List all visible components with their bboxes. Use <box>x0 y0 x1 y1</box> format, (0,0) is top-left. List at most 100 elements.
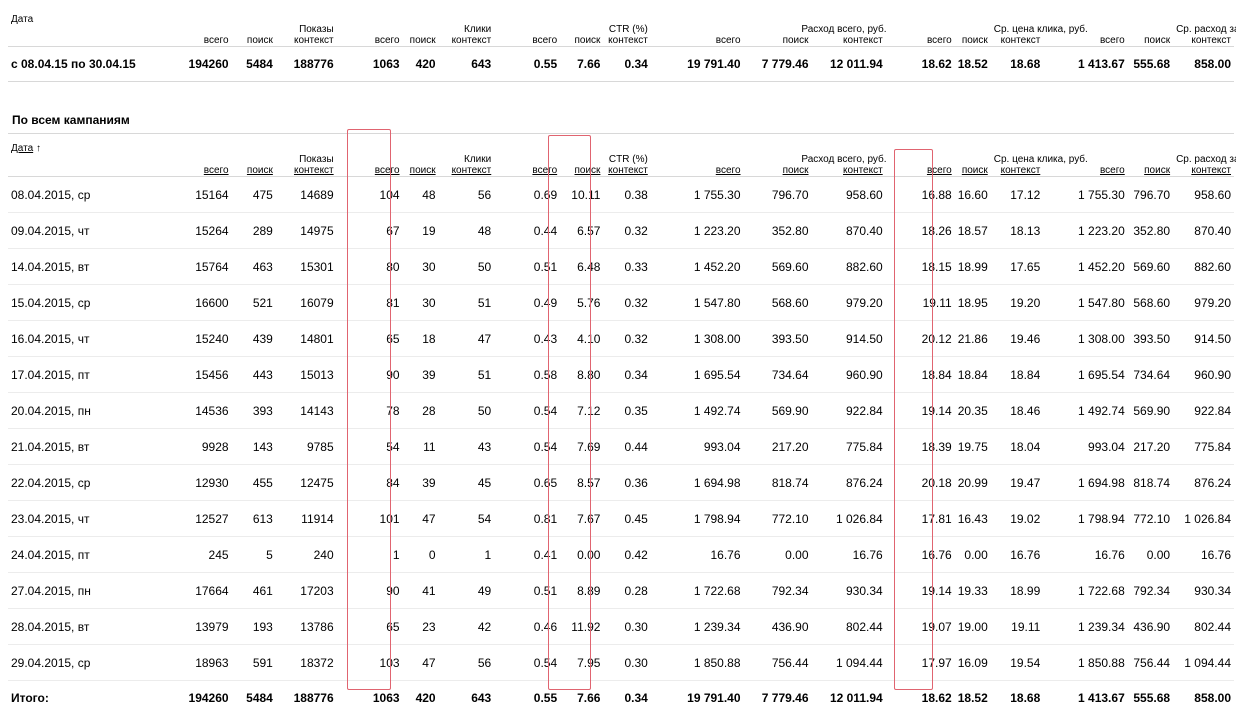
row-cell: 792.34 <box>1128 573 1173 609</box>
row-cell: 19.11 <box>886 285 955 321</box>
summary-header-ctr-group: CTR (%) <box>606 24 647 35</box>
row-cell: 103 <box>337 645 403 681</box>
row-cell: 16.76 <box>812 537 886 573</box>
summary-cell: 1 413.67 <box>1043 47 1127 82</box>
summary-cell: 194260 <box>168 47 232 82</box>
header-clicks-group: Клики <box>442 154 492 165</box>
row-cell: 8.57 <box>560 465 603 501</box>
row-date-cell: 17.04.2015, пт <box>8 357 168 393</box>
row-cell: 0.54 <box>494 429 560 465</box>
row-cell: 0.00 <box>560 537 603 573</box>
row-cell: 23 <box>403 609 439 645</box>
row-cell: 7.69 <box>560 429 603 465</box>
header-impr-total[interactable]: всего <box>168 134 232 177</box>
row-cell: 0.34 <box>603 357 650 393</box>
summary-cell: 7 779.46 <box>744 47 812 82</box>
row-cell: 11914 <box>276 501 337 537</box>
row-cell: 16.76 <box>886 537 955 573</box>
row-cell: 51 <box>439 285 495 321</box>
row-cell: 1 722.68 <box>651 573 744 609</box>
row-cell: 16.76 <box>1173 537 1234 573</box>
row-cell: 930.34 <box>1173 573 1234 609</box>
header-cpc-context[interactable]: Ср. цена клика, руб.контекст <box>991 134 1044 177</box>
header-clicks-search[interactable]: поиск <box>403 134 439 177</box>
header-ctr-context[interactable]: CTR (%)контекст <box>603 134 650 177</box>
row-cell: 17.12 <box>991 177 1044 213</box>
row-cell: 960.90 <box>812 357 886 393</box>
row-cell: 16.43 <box>955 501 991 537</box>
total-cell: 1063 <box>337 681 403 715</box>
header-cpc-total[interactable]: всего <box>886 134 955 177</box>
header-clicks-total[interactable]: всего <box>337 134 403 177</box>
row-cell: 50 <box>439 249 495 285</box>
total-cell: 0.55 <box>494 681 560 715</box>
row-cell: 922.84 <box>812 393 886 429</box>
row-cell: 54 <box>439 501 495 537</box>
row-cell: 15013 <box>276 357 337 393</box>
row-cell: 922.84 <box>1173 393 1234 429</box>
total-cell: 18.68 <box>991 681 1044 715</box>
row-cell: 914.50 <box>812 321 886 357</box>
row-cell: 960.90 <box>1173 357 1234 393</box>
row-cell: 15301 <box>276 249 337 285</box>
total-cell: 7.66 <box>560 681 603 715</box>
row-cell: 289 <box>232 213 276 249</box>
summary-cell: 0.55 <box>494 47 560 82</box>
row-cell: 0.44 <box>603 429 650 465</box>
total-cell: 643 <box>439 681 495 715</box>
header-spend-search[interactable]: Расход всего, руб.поиск <box>744 134 812 177</box>
row-cell: 19.02 <box>991 501 1044 537</box>
row-cell: 475 <box>232 177 276 213</box>
row-cell: 882.60 <box>812 249 886 285</box>
row-cell: 17.65 <box>991 249 1044 285</box>
row-cell: 0.43 <box>494 321 560 357</box>
row-cell: 613 <box>232 501 276 537</box>
total-cell: 555.68 <box>1128 681 1173 715</box>
row-cell: 993.04 <box>1043 429 1127 465</box>
row-cell: 0.46 <box>494 609 560 645</box>
row-cell: 19.00 <box>955 609 991 645</box>
row-cell: 0.00 <box>955 537 991 573</box>
row-cell: 1 547.80 <box>1043 285 1127 321</box>
row-cell: 30 <box>403 285 439 321</box>
row-cell: 17.81 <box>886 501 955 537</box>
row-cell: 56 <box>439 645 495 681</box>
row-cell: 11 <box>403 429 439 465</box>
row-cell: 792.34 <box>744 573 812 609</box>
row-cell: 1 026.84 <box>812 501 886 537</box>
row-cell: 1 755.30 <box>1043 177 1127 213</box>
header-ctr-total[interactable]: всего <box>494 134 560 177</box>
header-cpc-search[interactable]: поиск <box>955 134 991 177</box>
total-cell: 18.52 <box>955 681 991 715</box>
row-date-cell: 08.04.2015, ср <box>8 177 168 213</box>
row-cell: 1 094.44 <box>812 645 886 681</box>
header-ctr-search[interactable]: поиск <box>560 134 603 177</box>
row-cell: 0.81 <box>494 501 560 537</box>
row-cell: 15264 <box>168 213 232 249</box>
row-cell: 569.60 <box>1128 249 1173 285</box>
row-cell: 818.74 <box>744 465 812 501</box>
header-daily-search[interactable]: поиск <box>1128 134 1173 177</box>
row-cell: 21.86 <box>955 321 991 357</box>
row-cell: 958.60 <box>1173 177 1234 213</box>
header-daily-context[interactable]: Ср. расход за день, руб.контекст <box>1173 134 1234 177</box>
summary-header-date: Дата <box>8 14 168 47</box>
row-cell: 18.39 <box>886 429 955 465</box>
row-cell: 1 694.98 <box>1043 465 1127 501</box>
row-cell: 568.60 <box>744 285 812 321</box>
row-cell: 19.11 <box>991 609 1044 645</box>
row-cell: 80 <box>337 249 403 285</box>
header-date[interactable]: Дата ↑ <box>8 134 168 177</box>
row-cell: 0.00 <box>744 537 812 573</box>
header-impr-search[interactable]: поиск <box>232 134 276 177</box>
row-date-cell: 28.04.2015, вт <box>8 609 168 645</box>
header-spend-total[interactable]: всего <box>651 134 744 177</box>
row-cell: 0.51 <box>494 249 560 285</box>
